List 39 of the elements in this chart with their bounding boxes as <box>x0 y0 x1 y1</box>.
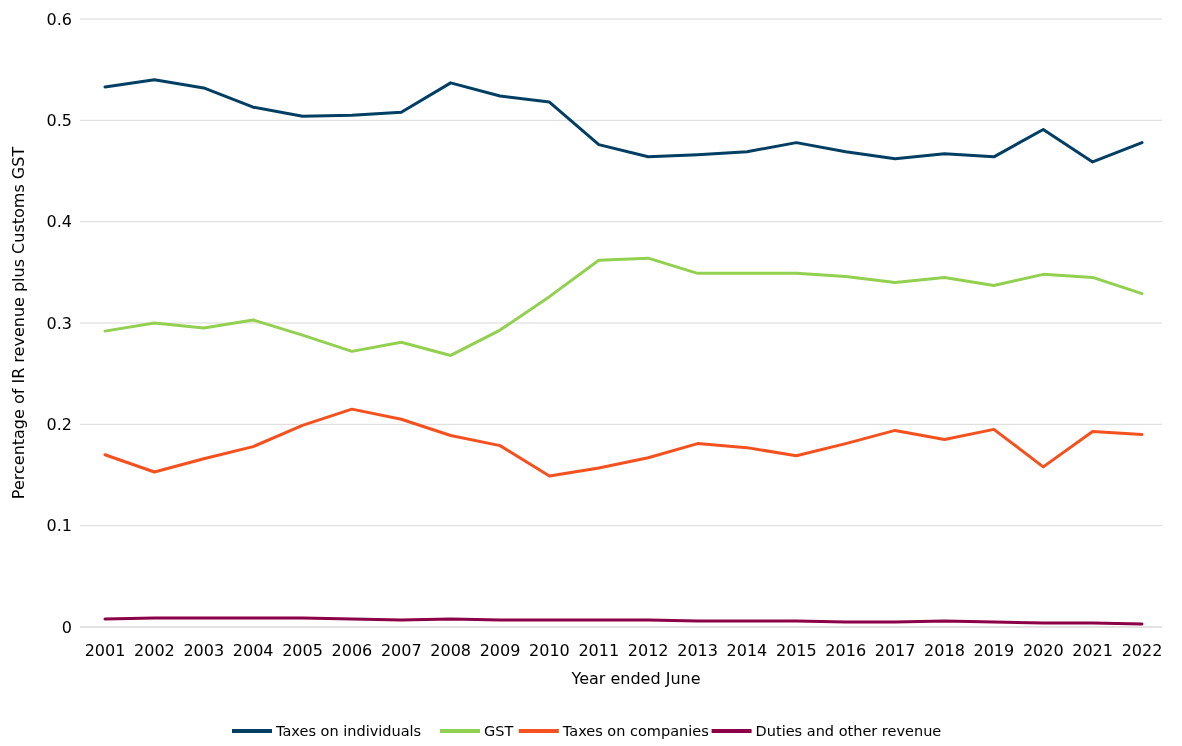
x-tick-label: 2014 <box>726 641 768 660</box>
x-tick-label: 2001 <box>84 641 126 660</box>
x-tick-label: 2002 <box>134 641 175 660</box>
y-tick-label: 0.6 <box>46 9 72 29</box>
x-tick-label: 2010 <box>529 641 570 660</box>
y-tick-label: 0.1 <box>46 516 72 536</box>
x-tick-label: 2022 <box>1121 641 1163 660</box>
y-axis-title: Percentage of IR revenue plus Customs GST <box>9 146 28 500</box>
x-tick-label: 2008 <box>430 641 472 660</box>
line-series <box>103 407 1144 478</box>
x-tick-label: 2009 <box>479 641 521 660</box>
legend-label: GST <box>484 723 514 739</box>
x-tick-label: 2015 <box>775 641 817 660</box>
x-tick-label: 2018 <box>924 641 965 660</box>
line-series <box>103 256 1144 357</box>
x-tick-label: 2003 <box>183 641 225 660</box>
y-tick-label: 0 <box>61 617 72 637</box>
x-tick-label: 2005 <box>282 641 323 660</box>
x-tick-label: 2004 <box>232 641 274 660</box>
x-tick-label: 2020 <box>1022 641 1064 660</box>
x-tick-label: 2011 <box>578 641 620 660</box>
line-series <box>103 78 1144 164</box>
y-tick-label: 0.2 <box>46 414 72 434</box>
x-tick-label: 2013 <box>677 641 718 660</box>
x-axis-title: Year ended June <box>570 669 701 688</box>
y-tick-label: 0.4 <box>46 212 72 232</box>
y-tick-label: 0.3 <box>46 313 72 333</box>
legend-label: Duties and other revenue <box>755 723 942 739</box>
x-tick-label: 2007 <box>380 641 422 660</box>
legend-label: Taxes on companies <box>561 723 709 739</box>
x-tick-label: 2021 <box>1072 641 1113 660</box>
x-tick-label: 2019 <box>973 641 1015 660</box>
legend-label: Taxes on individuals <box>275 723 422 739</box>
x-tick-label: 2017 <box>874 641 916 660</box>
x-tick-label: 2016 <box>825 641 867 660</box>
x-tick-label: 2012 <box>627 641 669 660</box>
line-series <box>103 616 1144 626</box>
y-tick-label: 0.5 <box>46 110 72 130</box>
x-tick-label: 2006 <box>331 641 373 660</box>
